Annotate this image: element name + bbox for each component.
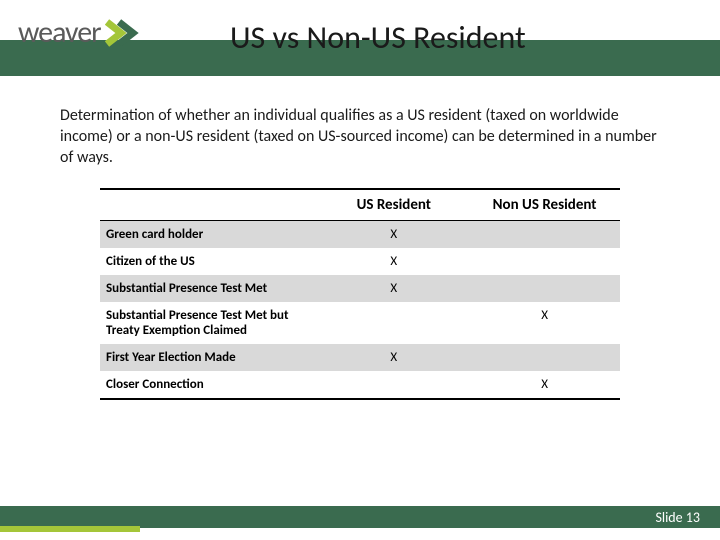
table-row: Closer Connection X bbox=[100, 371, 620, 399]
slide-title: US vs Non-US Resident bbox=[230, 18, 526, 57]
cell-non-us: X bbox=[469, 371, 620, 399]
cell-us: X bbox=[318, 344, 469, 371]
col-blank bbox=[100, 189, 318, 221]
slide-header: weaver US vs Non-US Resident bbox=[0, 0, 720, 78]
table-row: Substantial Presence Test MetX bbox=[100, 275, 620, 302]
residency-table-wrap: US Resident Non US Resident Green card h… bbox=[100, 188, 620, 400]
col-non-us-resident: Non US Resident bbox=[469, 189, 620, 221]
cell-us bbox=[318, 371, 469, 399]
table-row: Citizen of the USX bbox=[100, 248, 620, 275]
table-header-row: US Resident Non US Resident bbox=[100, 189, 620, 221]
cell-us: X bbox=[318, 275, 469, 302]
intro-paragraph: Determination of whether an individual q… bbox=[60, 106, 660, 168]
cell-us bbox=[318, 302, 469, 344]
cell-non-us: X bbox=[469, 302, 620, 344]
cell-non-us bbox=[469, 344, 620, 371]
row-label: First Year Election Made bbox=[100, 344, 318, 371]
cell-us: X bbox=[318, 248, 469, 275]
table-row: Substantial Presence Test Met but Treaty… bbox=[100, 302, 620, 344]
row-label: Substantial Presence Test Met but Treaty… bbox=[100, 302, 318, 344]
col-us-resident: US Resident bbox=[318, 189, 469, 221]
logo-text: weaver bbox=[18, 14, 101, 51]
cell-non-us bbox=[469, 248, 620, 275]
slide-footer: Slide 13 bbox=[0, 496, 720, 540]
logo-arrow-icon bbox=[105, 18, 143, 48]
residency-table: US Resident Non US Resident Green card h… bbox=[100, 188, 620, 400]
footer-lime-bar bbox=[0, 526, 140, 532]
brand-logo: weaver bbox=[18, 14, 143, 51]
cell-non-us bbox=[469, 275, 620, 302]
row-label: Substantial Presence Test Met bbox=[100, 275, 318, 302]
slide-number: Slide 13 bbox=[655, 509, 700, 526]
cell-non-us bbox=[469, 221, 620, 249]
row-label: Closer Connection bbox=[100, 371, 318, 399]
table-row: First Year Election MadeX bbox=[100, 344, 620, 371]
table-row: Green card holderX bbox=[100, 221, 620, 249]
footer-accent-bar bbox=[0, 506, 720, 528]
cell-us: X bbox=[318, 221, 469, 249]
row-label: Green card holder bbox=[100, 221, 318, 249]
row-label: Citizen of the US bbox=[100, 248, 318, 275]
slide-body: Determination of whether an individual q… bbox=[0, 78, 720, 400]
